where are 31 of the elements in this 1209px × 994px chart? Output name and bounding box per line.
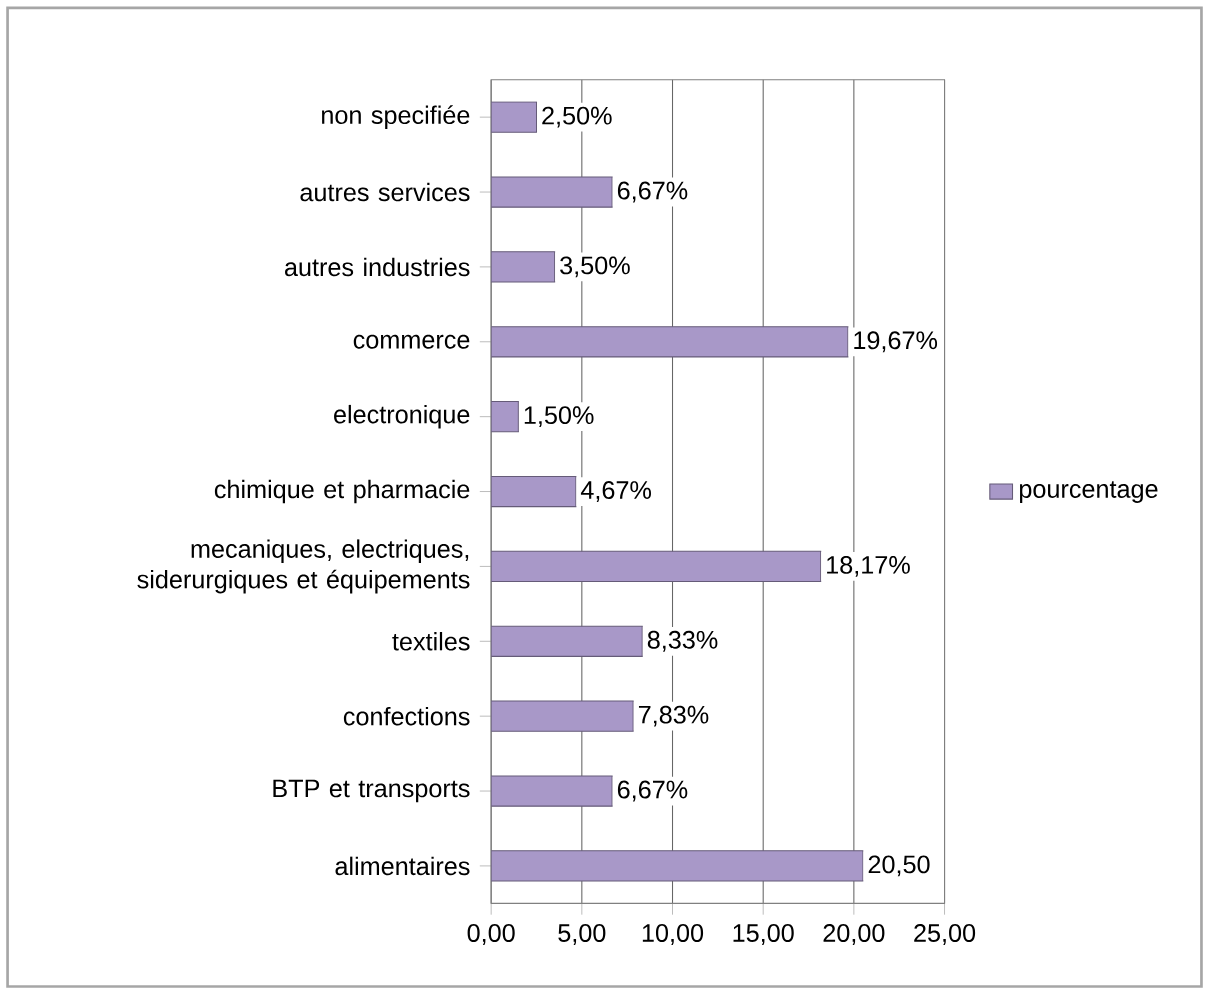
data-label: 19,67% xyxy=(854,331,938,353)
data-label: 2,50% xyxy=(542,106,612,128)
x-tick-label: 15,00 xyxy=(733,924,794,945)
y-tick-label: electronique xyxy=(334,404,470,429)
data-label: 8,33% xyxy=(647,630,718,652)
legend-label: pourcentage xyxy=(1019,481,1158,503)
y-tick-label: non specifiée xyxy=(322,105,470,130)
y-tick-label: BTP et transports xyxy=(273,779,470,803)
data-label: 4,67% xyxy=(580,481,651,502)
y-tick-label: autres services xyxy=(300,182,470,202)
y-tick-label: textiles xyxy=(392,632,470,651)
y-tick-label: alimentaires xyxy=(335,856,470,876)
y-tick-label: chimique et pharmacie xyxy=(214,479,470,504)
y-tick-label: mecaniques, electriques, siderurgiques et équipements xyxy=(137,539,470,594)
x-tick-label: 25,00 xyxy=(914,924,976,945)
y-tick-label: confections xyxy=(343,706,470,726)
x-tick-label: 20,00 xyxy=(823,924,885,945)
data-label: 7,83% xyxy=(638,705,709,727)
data-label: 18,17% xyxy=(827,555,910,577)
data-label: 3,50% xyxy=(560,256,630,278)
bar xyxy=(491,101,538,133)
y-tick-label: commerce xyxy=(353,334,470,349)
data-label: 6,67% xyxy=(617,181,688,203)
data-label: 20,50 xyxy=(868,855,930,877)
x-tick-label: 5,00 xyxy=(558,924,606,945)
x-tick-label: 10,00 xyxy=(642,924,704,945)
y-tick-label: autres industries xyxy=(285,257,470,277)
data-label: 6,67% xyxy=(617,780,688,802)
data-label: 1,50% xyxy=(524,406,594,428)
x-tick-label: 0,00 xyxy=(467,924,515,945)
bar xyxy=(491,850,864,882)
